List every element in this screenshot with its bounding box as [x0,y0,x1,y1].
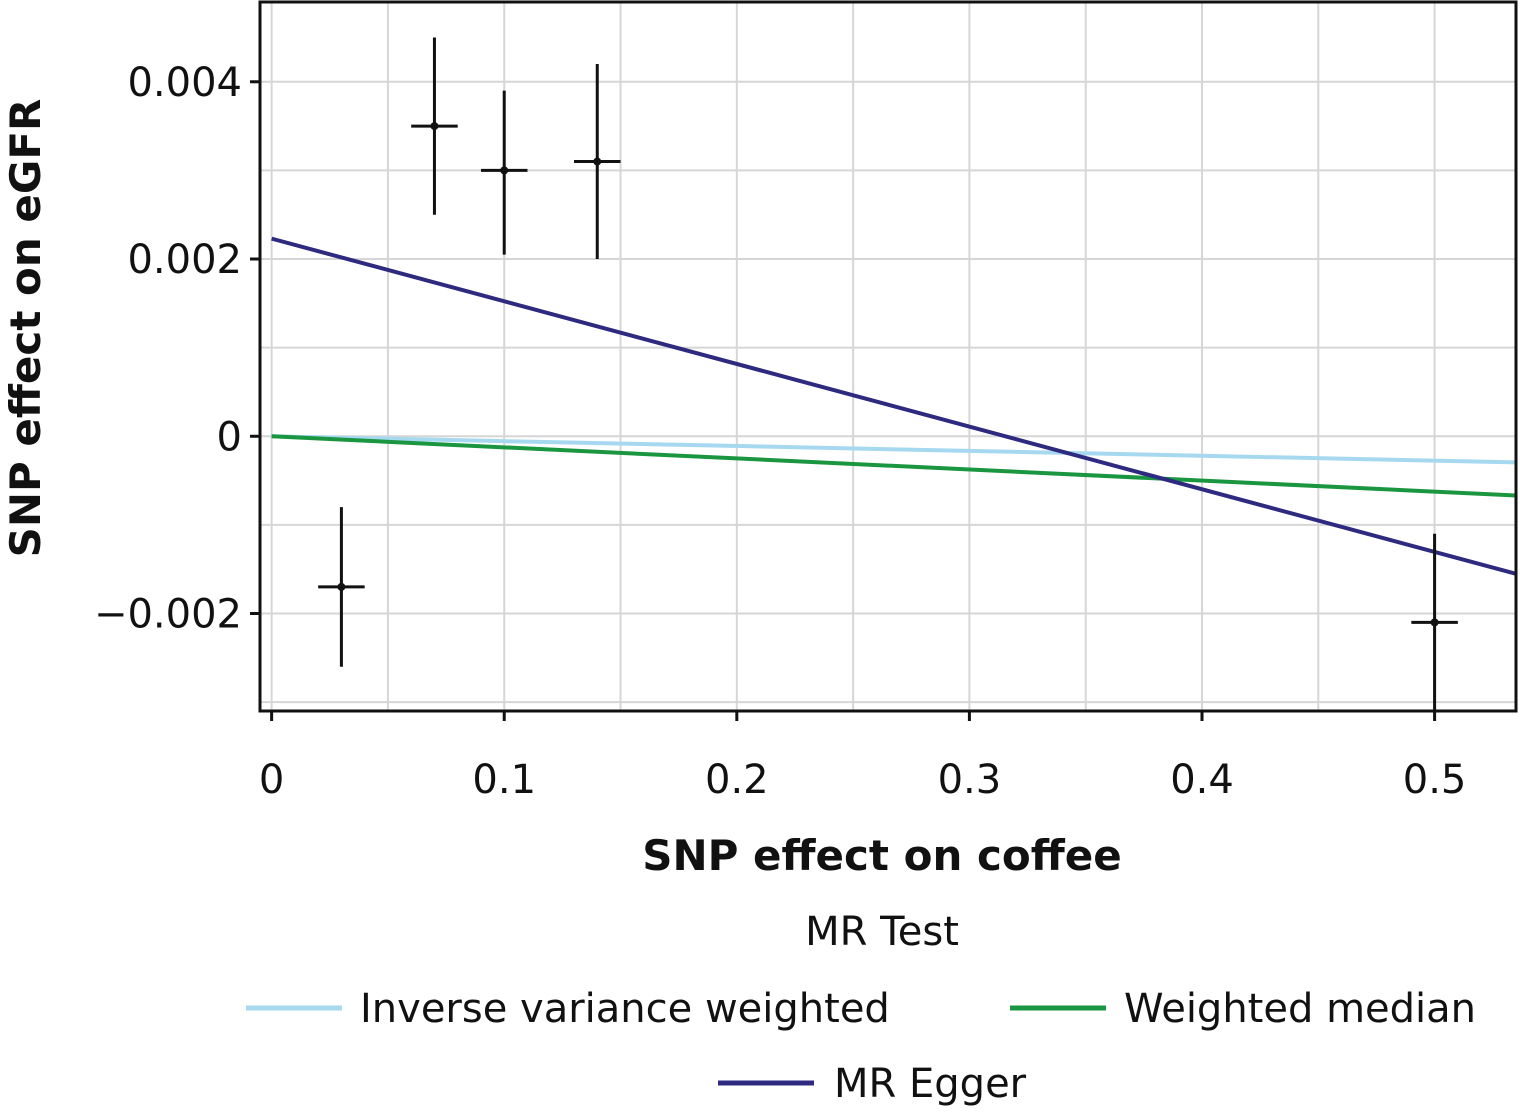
y-tick-label: 0.002 [127,237,242,283]
x-tick-label: 0.5 [1403,757,1467,803]
regression-lines [271,236,1517,576]
series-line-mr-egger [271,236,1517,576]
y-axis-title: SNP effect on eGFR [1,99,50,558]
data-point [574,64,621,260]
x-tick-label: 0.2 [705,757,769,803]
legend-title: MR Test [805,909,959,955]
grid [260,2,1516,711]
data-point [411,37,458,215]
point-marker [430,122,439,131]
x-axis-ticks: 0 0.1 0.2 0.3 0.4 0.5 [259,711,1467,803]
data-points [318,37,1458,711]
point-marker [593,157,602,166]
y-axis-ticks: −0.002 0 0.002 0.004 [94,60,260,638]
y-tick-label: 0.004 [127,60,242,106]
point-marker [337,582,346,591]
x-tick-label: 0.3 [938,757,1002,803]
point-marker [1430,618,1439,627]
x-tick-label: 0 [259,757,284,803]
data-point [318,507,365,667]
series-line-weighted-median [271,434,1517,498]
point-marker [500,166,509,175]
data-point [480,90,528,255]
y-tick-label: 0 [217,414,242,460]
legend: Inverse variance weighted Weighted media… [246,986,1476,1107]
legend-label-weighted-median: Weighted median [1124,986,1476,1032]
series-line-inverse-variance-weighted [271,434,1517,465]
plot-panel-border [258,0,1518,713]
x-axis-title: SNP effect on coffee [642,831,1122,880]
x-tick-label: 0.1 [472,757,536,803]
x-tick-label: 0.4 [1170,757,1234,803]
legend-label-inverse-variance-weighted: Inverse variance weighted [360,986,890,1032]
legend-label-mr-egger: MR Egger [834,1061,1027,1107]
data-point [1411,533,1458,711]
y-tick-label: −0.002 [94,592,242,638]
